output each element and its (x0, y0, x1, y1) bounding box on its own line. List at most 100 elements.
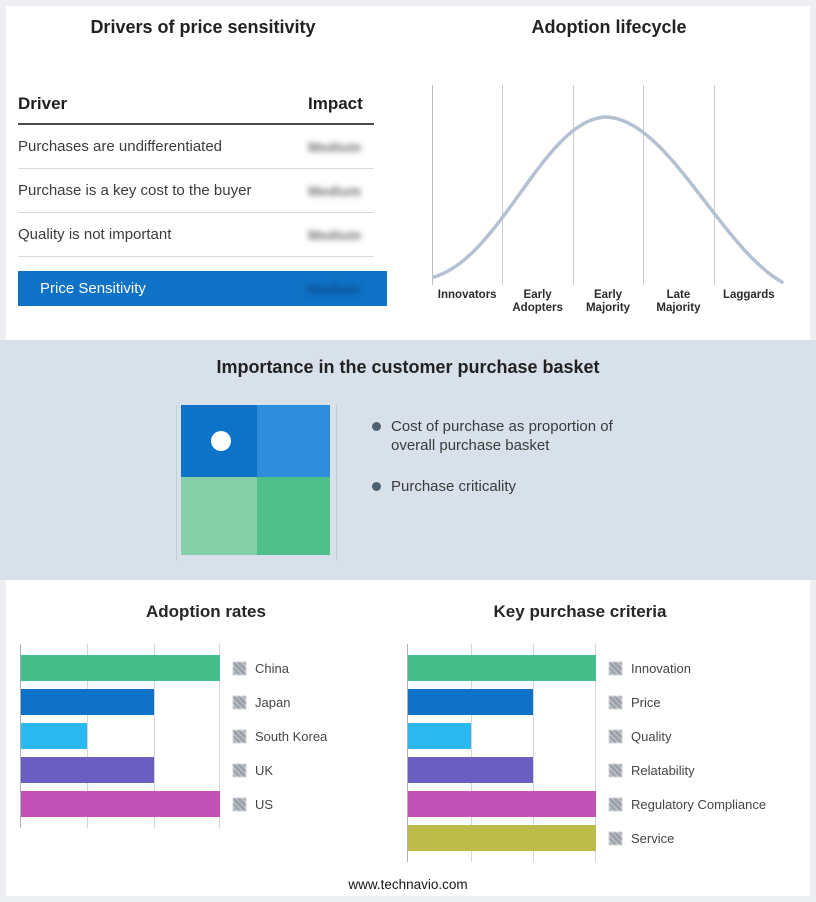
bullet-dot-icon (372, 482, 381, 491)
bar-regulatory-compliance (408, 791, 596, 817)
bar-quality (408, 723, 471, 749)
gridline (219, 644, 221, 828)
legend-item-price: Price (609, 689, 766, 715)
lifecycle-stage-labels: Innovators Early Adopters Early Majority La… (432, 289, 784, 315)
legend-swatch-redacted-icon (233, 661, 246, 675)
legend-item-regulatory-compliance: Regulatory Compliance (609, 791, 766, 817)
chart-body: Innovation Price Quality Relatability Regula… (407, 644, 793, 862)
purchase-basket-quadrant (181, 405, 330, 555)
bullet-item: Purchase criticality (372, 477, 640, 496)
bar-us (21, 791, 220, 817)
stage-label: Early Adopters (512, 289, 563, 314)
legend-swatch-redacted-icon (233, 763, 246, 777)
bar-innovation (408, 655, 596, 681)
quadrant-axis-right (336, 405, 337, 561)
legend-swatch-redacted-icon (233, 729, 246, 743)
lifecycle-gridline (714, 85, 715, 285)
drivers-table-header: Driver Impact (18, 94, 374, 125)
stage-label: Laggards (722, 289, 775, 301)
bar-china (21, 655, 220, 681)
lifecycle-panel-title: Adoption lifecycle (531, 17, 687, 37)
lifecycle-gridline (643, 85, 644, 285)
gridline (533, 644, 535, 862)
driver-label: Quality is not important (18, 226, 172, 243)
gridline (153, 644, 155, 828)
legend-label: Innovation (631, 660, 691, 676)
basket-panel-title: Importance in the customer purchase bask… (216, 357, 600, 377)
legend-swatch-redacted-icon (233, 695, 246, 709)
stage-label: Innovators (437, 289, 497, 301)
legend-swatch-redacted-icon (609, 831, 622, 845)
legend-item-quality: Quality (609, 723, 766, 749)
key-purchase-criteria-title: Key purchase criteria (493, 602, 667, 621)
impact-value-redacted: Medium (308, 138, 361, 155)
driver-row: Purchases are undifferentiated Medium (18, 125, 374, 169)
gridline (87, 644, 89, 828)
bell-curve (432, 115, 784, 284)
quadrant-axis-left (176, 405, 177, 561)
legend-swatch-redacted-icon (609, 695, 622, 709)
lifecycle-gridline (502, 85, 503, 285)
basket-bullet-list: Cost of purchase as proportion of overal… (372, 417, 640, 518)
quadrant-bottom-left (181, 477, 257, 555)
legend-label: South Korea (255, 728, 328, 744)
legend-swatch-redacted-icon (609, 729, 622, 743)
website-url-text: www.technavio.com (348, 877, 468, 892)
bar-price (408, 689, 534, 715)
bar-chart: Adoption rates China Japan South Korea UK US (20, 602, 392, 828)
price-sensitivity-label: Price Sensitivity (40, 280, 146, 297)
legend-label: Regulatory Compliance (631, 796, 767, 812)
legend-item-south-korea: South Korea (233, 723, 327, 749)
bullet-item: Cost of purchase as proportion of overal… (372, 417, 640, 455)
gridline (470, 644, 472, 862)
legend-label: Japan (255, 694, 291, 710)
legend-swatch-redacted-icon (609, 661, 622, 675)
chart-body: China Japan South Korea UK US (20, 644, 392, 828)
legend-item-uk: UK (233, 757, 327, 783)
impact-value-redacted: Medium (308, 182, 361, 199)
stage-label: Late Majority (656, 289, 701, 314)
drivers-panel-title: Drivers of price sensitivity (90, 17, 316, 37)
quadrant-top-right (257, 405, 330, 477)
driver-label: Purchases are undifferentiated (18, 138, 223, 155)
legend-item-relatability: Relatability (609, 757, 766, 783)
bullet-dot-icon (372, 422, 381, 431)
legend: China Japan South Korea UK US (233, 644, 327, 828)
bar-service (408, 825, 596, 851)
legend-swatch-redacted-icon (233, 797, 246, 811)
gridline (595, 644, 597, 862)
plot-area (20, 644, 221, 828)
driver-label: Purchase is a key cost to the buyer (18, 182, 252, 199)
legend-swatch-redacted-icon (609, 763, 622, 777)
lifecycle-plot (432, 85, 784, 285)
bar-japan (21, 689, 154, 715)
price-sensitivity-impact-redacted: Medium (307, 280, 360, 297)
legend-item-us: US (233, 791, 327, 817)
column-header-impact: Impact (308, 94, 363, 113)
legend-swatch-redacted-icon (609, 797, 622, 811)
legend-label: Relatability (631, 762, 695, 778)
legend-item-japan: Japan (233, 689, 327, 715)
legend-item-service: Service (609, 825, 766, 851)
price-sensitivity-row: Price Sensitivity Medium (18, 271, 387, 306)
legend-item-innovation: Innovation (609, 655, 766, 681)
bullet-text: Cost of purchase as proportion of overal… (391, 418, 613, 454)
drivers-table-rows: Purchases are undifferentiated Medium Purc… (18, 125, 374, 257)
bullet-text: Purchase criticality (391, 478, 517, 495)
bar-uk (21, 757, 154, 783)
driver-row: Purchase is a key cost to the buyer Mediu… (18, 169, 374, 213)
lifecycle-gridline (573, 85, 574, 285)
legend-label: Price (631, 694, 661, 710)
bar-south-korea (21, 723, 88, 749)
legend-label: UK (255, 762, 274, 778)
drivers-table: Driver Impact Purchases are undifferenti… (18, 94, 374, 257)
stage-label: Early Majority (585, 289, 631, 314)
legend-label: Quality (631, 728, 672, 744)
column-header-driver: Driver (18, 94, 68, 113)
legend-label: China (255, 660, 289, 676)
position-marker-dot (211, 431, 231, 451)
bar-relatability (408, 757, 534, 783)
adoption-rates-title: Adoption rates (146, 602, 266, 621)
plot-area (407, 644, 597, 862)
